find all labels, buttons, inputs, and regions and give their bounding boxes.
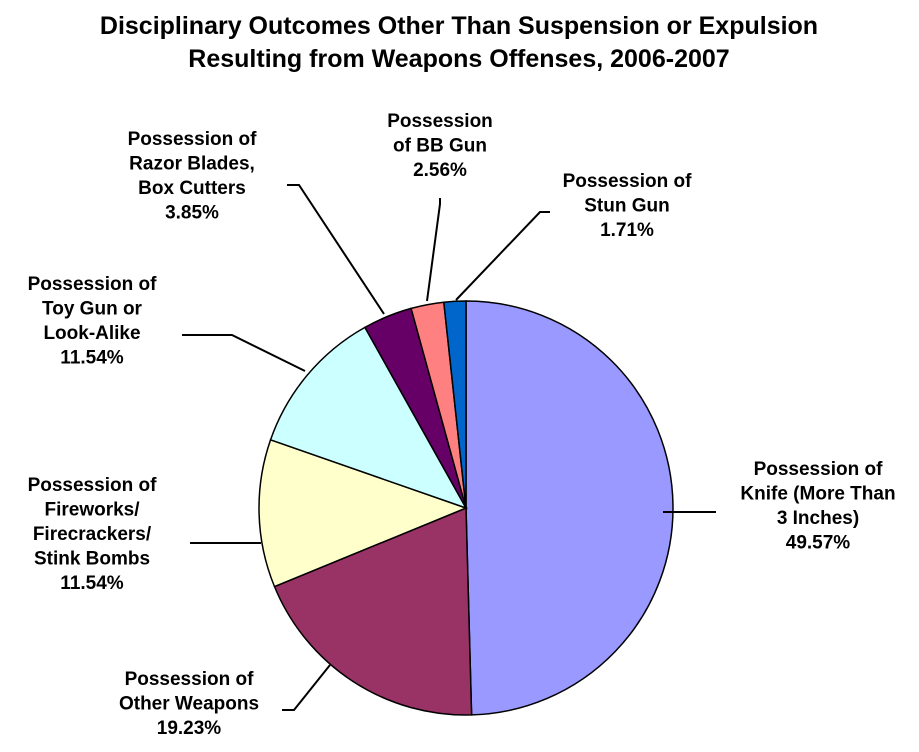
slice-value-label: 11.54%	[60, 573, 123, 594]
pie-slice-possession-of-knife-more-than-3-inches	[465, 300, 674, 716]
slice-label-line: Knife (More Than	[740, 484, 895, 505]
slice-label-line: 3 Inches)	[777, 508, 859, 529]
slice-label-line: Fireworks/	[44, 500, 140, 521]
slice-label-possession-of-stun-gun: Possession of Stun Gun 1.71%	[563, 171, 692, 241]
pie-slices	[258, 300, 674, 716]
slice-labels: Possession of Knife (More Than 3 Inches) 49…	[28, 111, 896, 739]
slice-value-label: 11.54%	[60, 348, 123, 369]
slice-label-line: Razor Blades,	[129, 154, 255, 175]
slice-label-possession-of-fireworks-firecrackers-stink-bombs: Possession of Fireworks/Firecrackers/Stin…	[28, 475, 157, 594]
slice-value-label: 3.85%	[165, 203, 219, 224]
leader-line	[287, 184, 385, 315]
slice-label-line: Firecrackers/	[33, 524, 152, 545]
slice-value-label: 49.57%	[786, 533, 851, 554]
pie-slice-possession-of-toy-gun-or-look-alike	[269, 326, 468, 510]
slice-label-line: Possession	[387, 111, 493, 132]
pie-slice-possession-of-fireworks-firecrackers-stink-bombs	[258, 438, 469, 588]
slice-label-line: Box Cutters	[138, 178, 246, 199]
slice-label-line: Possession of	[128, 129, 257, 150]
leader-line	[455, 211, 550, 301]
chart-title: Disciplinary Outcomes Other Than Suspens…	[100, 12, 818, 73]
slice-value-label: 19.23%	[157, 718, 222, 739]
leader-lines	[182, 184, 716, 711]
slice-label-line: Toy Gun or	[42, 299, 143, 320]
slice-label-possession-of-other-weapons: Possession of Other Weapons 19.23%	[119, 669, 259, 739]
slice-label-line: Possession of	[28, 274, 157, 295]
leader-line	[282, 664, 331, 711]
leader-line	[182, 334, 306, 372]
pie-slice-possession-of-stun-gun	[442, 300, 467, 509]
slice-label-line: Other Weapons	[119, 694, 259, 715]
slice-label-line: Look-Alike	[43, 323, 140, 344]
slice-label-line: Possession of	[28, 475, 157, 496]
slice-label-line: Possession of	[125, 669, 254, 690]
slice-label-line: Possession of	[563, 171, 692, 192]
slice-label-possession-of-knife-more-than-3-inches: Possession of Knife (More Than 3 Inches) 49…	[740, 459, 895, 554]
slice-value-label: 2.56%	[413, 160, 467, 181]
slice-label-line: Possession of	[754, 459, 883, 480]
slice-value-label: 1.71%	[600, 220, 654, 241]
slice-label-line: Stink Bombs	[34, 549, 150, 570]
chart-title-line-1: Disciplinary Outcomes Other Than Suspens…	[100, 12, 818, 40]
pie-slice-possession-of-other-weapons	[273, 506, 473, 716]
slice-label-line: Stun Gun	[584, 196, 669, 217]
leader-line	[426, 198, 441, 302]
slice-label-possession-of-toy-gun-or-look-alike: Possession of Toy Gun or Look-Alike 11.54%	[28, 274, 157, 369]
slice-label-possession-of-bb-gun: Possession of BB Gun 2.56%	[387, 111, 493, 181]
slice-label-possession-of-razor-blades-box-cutters: Possession of Razor Blades, Box Cutters 3.8…	[128, 129, 257, 224]
slice-label-line: of BB Gun	[393, 136, 487, 157]
chart-title-line-2: Resulting from Weapons Offenses, 2006-20…	[188, 45, 729, 73]
